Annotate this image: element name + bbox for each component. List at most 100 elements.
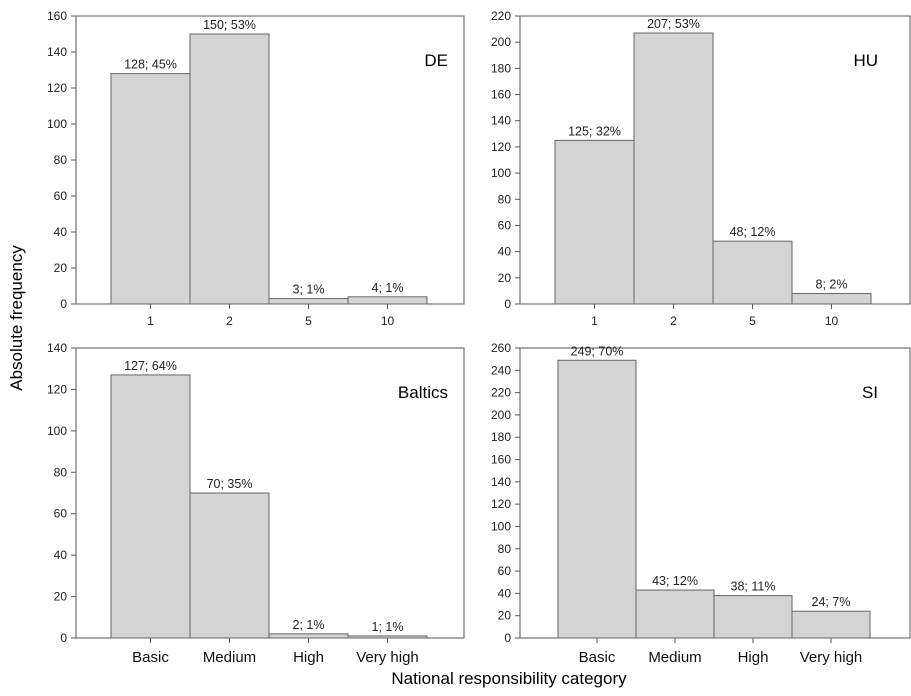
x-tick-label: 5 bbox=[305, 314, 312, 328]
bar-data-label: 150; 53% bbox=[203, 18, 256, 32]
panel-de: 0 20 40 60 80 100 120 140 160 128; 45% 1 150; 53% 2 3… bbox=[47, 9, 465, 328]
y-tick-label: 0 bbox=[60, 631, 67, 645]
bar-data-label: 48; 12% bbox=[730, 225, 776, 239]
x-tick-label: 10 bbox=[825, 314, 839, 328]
bar bbox=[110, 73, 191, 305]
y-tick-label: 20 bbox=[54, 261, 68, 275]
bar bbox=[189, 492, 270, 639]
x-tick-label: Very high bbox=[800, 649, 863, 666]
y-tick-label: 0 bbox=[504, 297, 511, 311]
bar bbox=[554, 139, 635, 305]
y-tick-label: 0 bbox=[60, 297, 67, 311]
x-tick-label: 2 bbox=[670, 314, 677, 328]
bar-data-label: 70; 35% bbox=[207, 477, 253, 491]
bar-data-label: 127; 64% bbox=[124, 359, 177, 373]
bar bbox=[189, 33, 270, 305]
y-tick-label: 100 bbox=[491, 166, 511, 180]
bar bbox=[268, 298, 349, 305]
y-tick-label: 0 bbox=[504, 631, 511, 645]
bar-data-label: 8; 2% bbox=[816, 278, 848, 292]
x-axis-label: National responsibility category bbox=[391, 669, 627, 688]
y-tick-label: 20 bbox=[54, 590, 68, 604]
y-tick-label: 200 bbox=[491, 408, 511, 422]
x-tick-label: Basic bbox=[579, 649, 616, 666]
y-tick-label: 200 bbox=[491, 35, 511, 49]
bar bbox=[791, 293, 872, 305]
x-tick-label: 5 bbox=[749, 314, 756, 328]
bar bbox=[347, 296, 428, 305]
bar bbox=[635, 589, 715, 639]
y-tick-label: 20 bbox=[498, 271, 512, 285]
y-tick-label: 40 bbox=[54, 548, 68, 562]
y-tick-label: 180 bbox=[491, 430, 511, 444]
region-label: SI bbox=[862, 383, 878, 402]
y-tick-label: 40 bbox=[498, 586, 512, 600]
region-label: DE bbox=[424, 51, 448, 70]
y-tick-label: 80 bbox=[54, 153, 68, 167]
x-tick-label: Very high bbox=[356, 649, 419, 666]
y-tick-label: 60 bbox=[54, 189, 68, 203]
y-tick-label: 220 bbox=[491, 386, 511, 400]
region-label: Baltics bbox=[398, 383, 448, 402]
x-tick-label: Medium bbox=[203, 649, 256, 666]
y-tick-label: 160 bbox=[491, 453, 511, 467]
y-tick-label: 80 bbox=[498, 192, 512, 206]
bar bbox=[633, 32, 714, 305]
bar bbox=[268, 633, 349, 639]
bar bbox=[110, 374, 191, 639]
x-tick-label: Medium bbox=[648, 649, 701, 666]
y-tick-label: 60 bbox=[498, 218, 512, 232]
bar-data-label: 2; 1% bbox=[293, 618, 325, 632]
y-tick-label: 100 bbox=[47, 424, 67, 438]
bar-data-label: 125; 32% bbox=[568, 124, 621, 138]
x-tick-label: 1 bbox=[147, 314, 154, 328]
bar-data-label: 38; 11% bbox=[731, 580, 776, 594]
panel-baltics: 0 20 40 60 80 100 120 140 127; 64% Basic 70; 35% Me… bbox=[47, 341, 465, 666]
x-tick-label: High bbox=[738, 649, 769, 666]
y-tick-label: 80 bbox=[54, 465, 68, 479]
y-tick-label: 160 bbox=[491, 88, 511, 102]
y-tick-label: 40 bbox=[498, 245, 512, 259]
y-tick-label: 240 bbox=[491, 363, 511, 377]
bar bbox=[713, 595, 793, 639]
y-tick-label: 40 bbox=[54, 225, 68, 239]
y-axis-label: Absolute frequency bbox=[7, 245, 26, 391]
x-tick-label: High bbox=[293, 649, 324, 666]
bar-data-label: 249; 70% bbox=[571, 344, 624, 358]
y-tick-label: 100 bbox=[47, 117, 67, 131]
y-tick-label: 80 bbox=[498, 542, 512, 556]
bar-data-label: 24; 7% bbox=[812, 595, 851, 609]
x-tick-label: 10 bbox=[381, 314, 395, 328]
y-tick-label: 120 bbox=[491, 497, 511, 511]
bar bbox=[712, 240, 793, 305]
y-tick-label: 260 bbox=[491, 341, 511, 355]
y-tick-label: 220 bbox=[491, 9, 511, 23]
bar bbox=[347, 635, 428, 639]
y-tick-label: 140 bbox=[491, 475, 511, 489]
y-tick-label: 20 bbox=[498, 609, 512, 623]
y-tick-label: 120 bbox=[47, 382, 67, 396]
x-tick-label: 1 bbox=[591, 314, 598, 328]
bar-data-label: 3; 1% bbox=[293, 283, 325, 297]
y-tick-label: 100 bbox=[491, 519, 511, 533]
bar-data-label: 207; 53% bbox=[647, 17, 700, 31]
y-tick-label: 60 bbox=[54, 507, 68, 521]
y-tick-label: 140 bbox=[47, 45, 67, 59]
bar-data-label: 4; 1% bbox=[372, 281, 404, 295]
y-tick-label: 140 bbox=[47, 341, 67, 355]
panel-si: 0 20 40 60 80 100 120 140 160 180 200 220 240 260 249;… bbox=[491, 341, 911, 666]
bar bbox=[791, 610, 871, 639]
x-tick-label: 2 bbox=[226, 314, 233, 328]
y-tick-label: 120 bbox=[47, 81, 67, 95]
bar-data-label: 128; 45% bbox=[124, 58, 177, 72]
region-label: HU bbox=[853, 51, 878, 70]
panel-hu: 0 20 40 60 80 100 120 140 160 180 200 220 125; 32% 1 2… bbox=[491, 9, 911, 328]
x-tick-label: Basic bbox=[132, 649, 169, 666]
y-tick-label: 120 bbox=[491, 140, 511, 154]
y-tick-label: 180 bbox=[491, 61, 511, 75]
y-tick-label: 60 bbox=[498, 564, 512, 578]
bar-data-label: 43; 12% bbox=[652, 574, 698, 588]
y-tick-label: 140 bbox=[491, 114, 511, 128]
bar-data-label: 1; 1% bbox=[372, 620, 404, 634]
